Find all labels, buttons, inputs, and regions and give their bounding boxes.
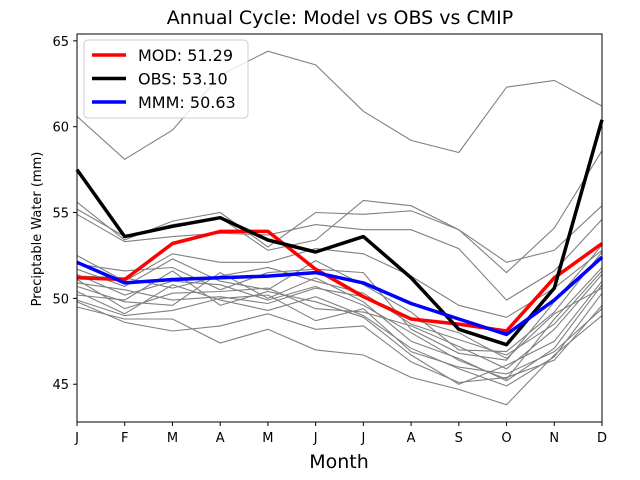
- y-tick-label: 55: [52, 207, 69, 222]
- mod-series-line: [76, 229, 604, 333]
- legend-label: MMM: 50.63: [138, 93, 236, 112]
- x-tick-label: J: [360, 431, 365, 446]
- x-tick-label: F: [121, 431, 128, 446]
- cmip-series-line-10: [76, 271, 603, 382]
- legend-label: MOD: 51.29: [138, 46, 233, 65]
- cmip-series-line-5: [76, 248, 603, 318]
- legend-label: OBS: 53.10: [138, 70, 228, 89]
- x-tick-label: D: [597, 431, 607, 446]
- x-tick-label: A: [407, 431, 416, 446]
- y-axis-label: Preciptable Water (mm): [30, 152, 45, 307]
- cmip-series-line-17: [76, 294, 603, 375]
- y-tick-label: 65: [52, 35, 69, 50]
- plot-frame: [76, 33, 603, 423]
- highlight-lines: [75, 119, 604, 347]
- y-tick-label: 50: [52, 292, 69, 307]
- cmip-series-line-1: [76, 50, 603, 160]
- x-tick-label: J: [74, 431, 79, 446]
- cmip-lines: [76, 50, 603, 406]
- x-tick-label: A: [216, 431, 225, 446]
- cmip-series-line-4: [76, 213, 603, 301]
- x-tick-label: M: [167, 431, 178, 446]
- cmip-series-line-12: [76, 301, 603, 384]
- cmip-series-line-15: [76, 266, 603, 356]
- x-tick-label: J: [313, 431, 318, 446]
- cmip-series-line-14: [76, 270, 603, 385]
- cmip-series-line-13: [76, 306, 603, 406]
- legend: MOD: 51.29 OBS: 53.10 MMM: 50.63: [83, 39, 249, 119]
- obs-series-line: [75, 119, 604, 347]
- x-tick-label: O: [501, 431, 511, 446]
- cmip-series-line-7: [76, 251, 603, 353]
- cmip-series-line-2: [76, 201, 603, 263]
- chart-title: Annual Cycle: Model vs OBS vs CMIP: [167, 7, 513, 29]
- y-tick-label: 60: [52, 121, 69, 136]
- cmip-series-line-9: [76, 274, 603, 370]
- x-tick-label: M: [262, 431, 273, 446]
- cmip-series-line-16: [76, 282, 603, 360]
- x-tick-label: N: [549, 431, 559, 446]
- cmip-series-line-11: [76, 284, 603, 387]
- legend-entries: MOD: 51.29 OBS: 53.10 MMM: 50.63: [92, 46, 236, 112]
- y-axis: 45 50 55 60 65: [52, 35, 77, 393]
- cmip-series-line-8: [76, 267, 603, 380]
- y-tick-label: 45: [52, 378, 69, 393]
- mmm-series-line: [76, 255, 604, 337]
- legend-box: [83, 39, 249, 119]
- x-axis-label: Month: [309, 451, 369, 473]
- x-tick-label: S: [455, 431, 463, 446]
